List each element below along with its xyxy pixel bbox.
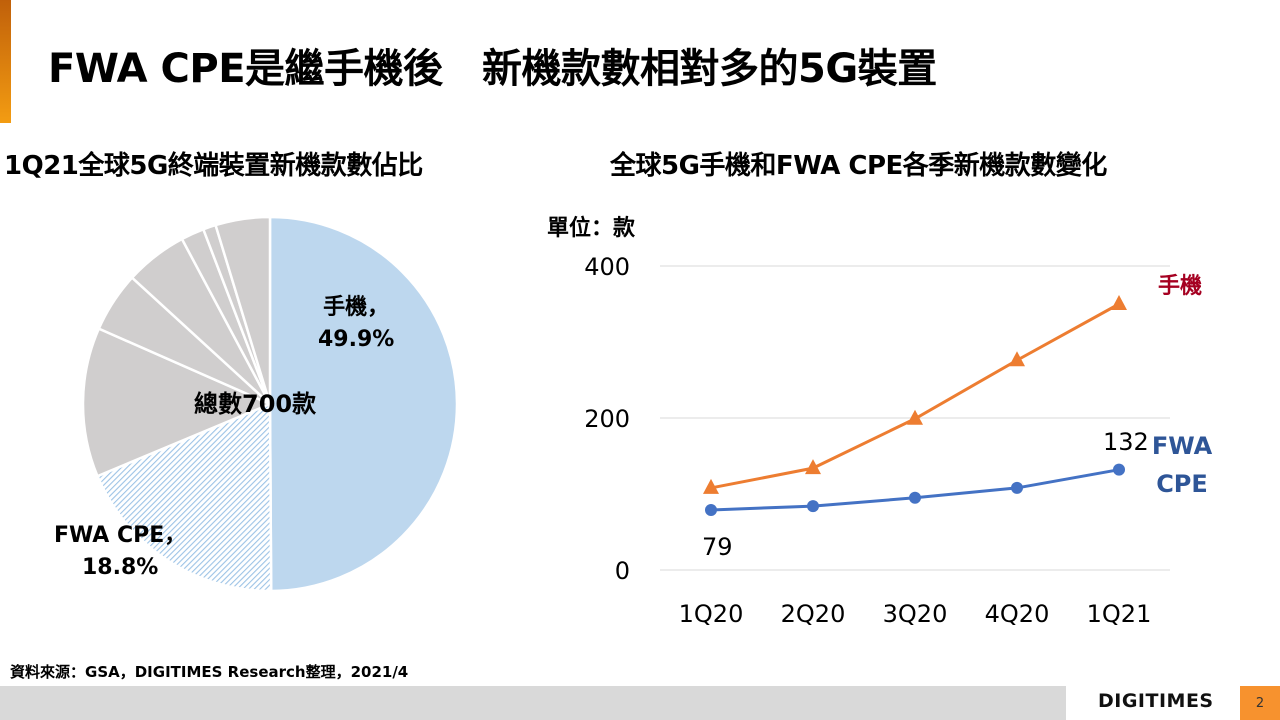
data-point: [907, 409, 923, 425]
pie-slice-fwa-cpe: [95, 402, 273, 593]
data-point: [805, 459, 821, 475]
pie-center-label: 總數700款: [194, 390, 317, 418]
x-tick-label: 2Q20: [781, 600, 846, 628]
pie-svg: [81, 215, 459, 593]
data-point: [909, 491, 921, 504]
y-tick-label: 200: [584, 405, 630, 433]
pie-slice-other-6: [214, 215, 272, 405]
accent-bar: [0, 0, 11, 123]
pie-slice-other-1: [81, 327, 274, 478]
slide-title: FWA CPE是繼手機後 新機款數相對多的5G裝置: [48, 46, 937, 92]
source-note: 資料來源：GSA，DIGITIMES Research整理，2021/4: [10, 663, 409, 681]
line-chart: 0 200 400 1Q20 2Q20 3Q20 4Q20 1Q21 79 132 手機 FWA C…: [584, 253, 1213, 628]
data-point: [1009, 351, 1025, 367]
footer-bar: [0, 686, 1066, 720]
page-number: 2: [1240, 686, 1280, 720]
data-point: [705, 503, 717, 516]
pie-chart-title: 1Q21全球5G終端裝置新機款數佔比: [4, 151, 423, 181]
series-label-phone: 手機: [1158, 274, 1202, 299]
data-point: [1111, 295, 1127, 310]
x-tick-label: 4Q20: [985, 600, 1050, 628]
pie-label-phone: 手機， 49.9%: [318, 292, 394, 356]
pie-label-phone-name: 手機，: [323, 295, 390, 320]
data-point: [1011, 481, 1023, 494]
digitimes-logo: DIGITIMES: [1098, 690, 1214, 712]
x-tick-label: 3Q20: [883, 600, 948, 628]
pie-label-phone-value: 49.9%: [318, 327, 395, 352]
pie-label-fwa-name: FWA CPE，: [54, 523, 187, 548]
pie-label-fwa-value: 18.8%: [81, 555, 159, 580]
y-tick-label: 0: [615, 557, 630, 585]
series-line-phone: [710, 302, 1120, 490]
y-tick-label: 400: [584, 253, 630, 281]
pie-slice-手機: [268, 215, 459, 593]
pie-chart: 手機， 49.9% 總數700款 FWA CPE， 18.8%: [54, 200, 480, 620]
series-label-fwa-cpe: CPE: [1156, 470, 1208, 498]
line-chart-title: 全球5G手機和FWA CPE各季新機款數變化: [610, 151, 1107, 181]
series-label-fwa-cpe: FWA: [1152, 432, 1213, 460]
data-point: [703, 478, 719, 494]
data-point: [807, 500, 819, 513]
data-label-first: 79: [702, 533, 733, 561]
data-point: [1113, 463, 1125, 476]
data-label-last: 132: [1103, 428, 1149, 456]
x-tick-label: 1Q21: [1087, 600, 1152, 628]
pie-label-fwa: FWA CPE， 18.8%: [54, 520, 186, 584]
line-chart-unit: 單位：款: [547, 216, 636, 241]
x-tick-label: 1Q20: [679, 600, 744, 628]
